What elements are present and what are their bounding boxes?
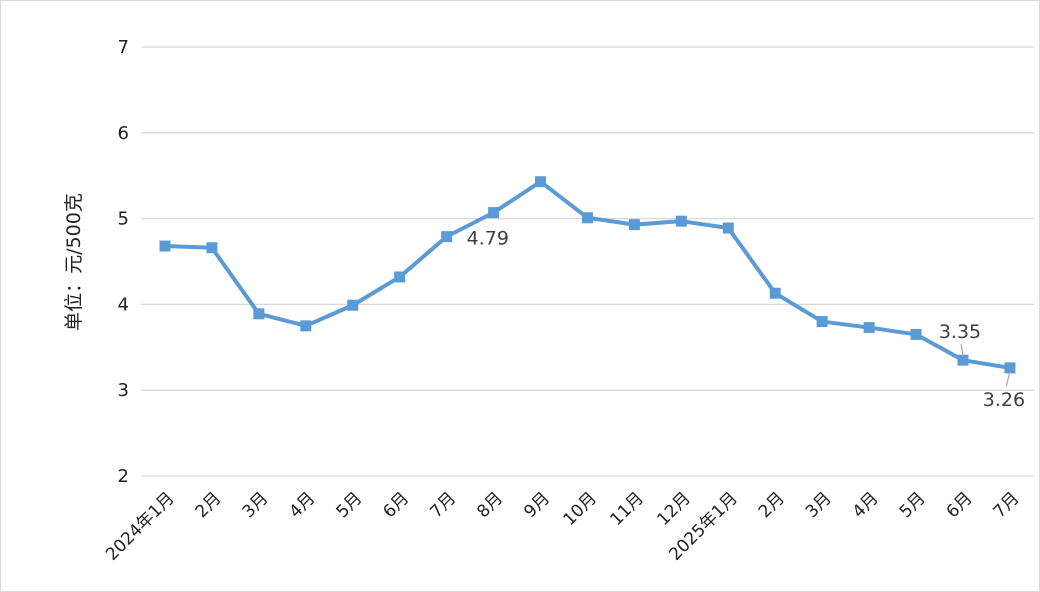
x-tick-label: 10月 [560, 488, 601, 529]
y-tick-label: 5 [118, 209, 129, 230]
data-point-marker [675, 215, 687, 227]
x-tick-label: 4月 [286, 488, 320, 522]
x-tick-label: 2024年1月 [102, 488, 178, 564]
data-label: 4.79 [467, 228, 509, 250]
x-tick-label: 9月 [520, 488, 554, 522]
x-tick-label: 4月 [849, 488, 883, 522]
y-tick-label: 4 [118, 294, 129, 315]
data-point-marker [769, 287, 781, 299]
x-tick-label: 12月 [653, 488, 694, 529]
data-label-leader [960, 344, 964, 357]
data-label-leader [1005, 371, 1011, 387]
x-tick-label: 5月 [332, 488, 366, 522]
series-line [163, 179, 1012, 370]
data-point-marker [535, 176, 547, 188]
x-tick-label: 7月 [426, 488, 460, 522]
y-tick-label: 6 [118, 123, 129, 144]
y-tick-label: 2 [118, 466, 129, 487]
x-tick-label: 3月 [239, 488, 273, 522]
data-point-marker [300, 320, 312, 332]
data-point-marker [253, 308, 265, 320]
x-tick-label: 6月 [943, 488, 977, 522]
y-axis-label: 单位：元/500克 [63, 193, 85, 331]
x-tick-label: 2月 [192, 488, 226, 522]
data-point-marker [581, 212, 593, 224]
y-tick-label: 3 [118, 380, 129, 401]
data-point-marker [722, 222, 734, 234]
data-point-marker [863, 322, 875, 334]
data-point-marker [394, 271, 406, 283]
x-tick-label: 6月 [379, 488, 413, 522]
data-point-marker [1004, 362, 1016, 374]
data-point-marker [910, 328, 922, 340]
data-point-marker [206, 242, 218, 254]
data-point-marker [441, 231, 453, 243]
x-tick-label: 3月 [802, 488, 836, 522]
x-tick-label: 8月 [473, 488, 507, 522]
data-point-marker [628, 219, 640, 231]
data-point-marker [957, 354, 969, 366]
x-tick-label: 2月 [755, 488, 789, 522]
data-label: 3.35 [939, 321, 981, 343]
x-tick-label: 5月 [896, 488, 930, 522]
x-tick-label: 7月 [990, 488, 1024, 522]
data-point-marker [816, 316, 828, 328]
data-point-marker [159, 240, 171, 252]
x-tick-label: 11月 [606, 488, 647, 529]
data-point-marker [347, 299, 359, 311]
y-tick-label: 7 [118, 37, 129, 58]
data-point-marker [488, 207, 500, 219]
data-label: 3.26 [983, 389, 1025, 411]
